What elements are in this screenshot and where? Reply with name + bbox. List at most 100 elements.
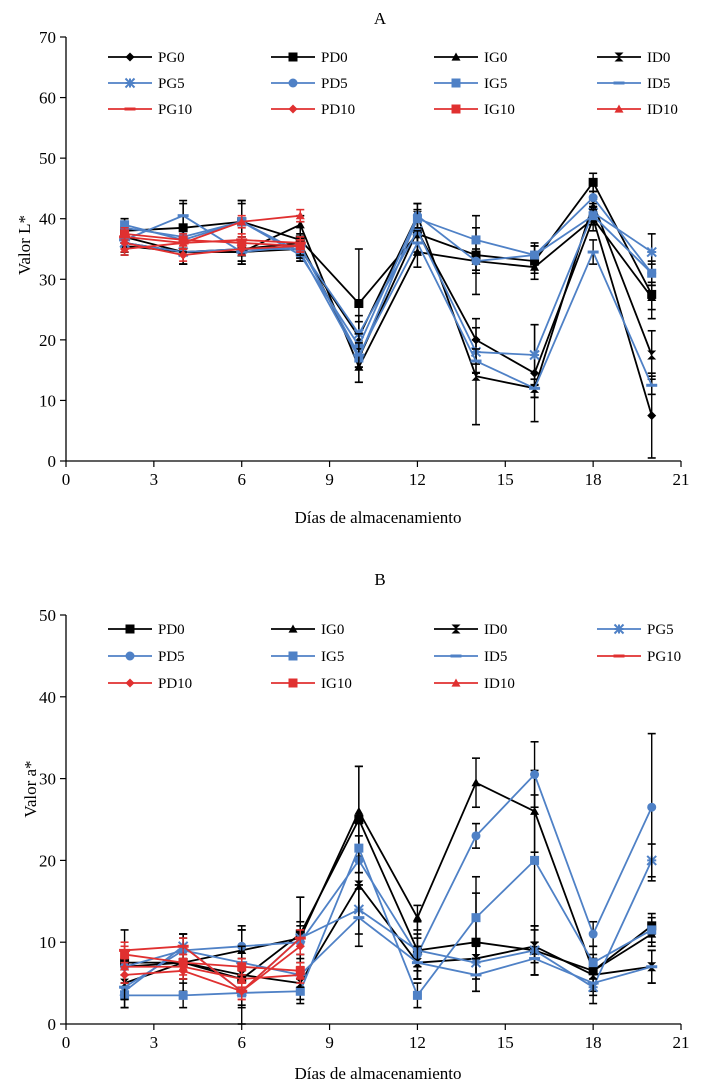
panel-a-series-ID10 bbox=[120, 208, 305, 256]
chart-panel-a: A Valor L* Días de almacenamiento 0 10 20 3… bbox=[15, 9, 690, 527]
panel-a-legend-marker bbox=[613, 81, 625, 85]
panel-a-point-ID10 bbox=[237, 217, 247, 226]
panel-b-point-PD5 bbox=[647, 802, 657, 812]
panel-a-legend-marker bbox=[614, 52, 624, 62]
panel-b-line-PG10 bbox=[124, 937, 301, 993]
panel-b-x-tick-label: 12 bbox=[409, 1033, 426, 1052]
panel-b-legend-marker bbox=[613, 654, 625, 658]
panel-a-legend-marker bbox=[451, 104, 461, 114]
panel-a-point-PD5 bbox=[471, 256, 481, 266]
panel-b-legend-marker bbox=[288, 624, 298, 633]
panel-a-point-PD0 bbox=[588, 177, 598, 187]
panel-a-legend-item-ID5: ID5 bbox=[597, 76, 670, 92]
panel-a-point-ID10 bbox=[120, 244, 130, 253]
panel-a-x-tick-label: 18 bbox=[585, 470, 602, 489]
panel-a-point-PD5 bbox=[588, 193, 598, 203]
panel-b-series-ID10 bbox=[120, 957, 305, 988]
panel-a-x-tick-label: 15 bbox=[497, 470, 514, 489]
panel-a-legend-marker bbox=[124, 107, 136, 111]
panel-a-x-tick-label: 9 bbox=[325, 470, 334, 489]
panel-a-legend-item-IG5: IG5 bbox=[434, 76, 507, 92]
panel-b-y-tick-label: 50 bbox=[39, 606, 56, 625]
panel-a-legend-label: PD5 bbox=[321, 76, 348, 92]
panel-b-legend-item-IG5: IG5 bbox=[271, 649, 344, 665]
panel-b-x-tick-label: 21 bbox=[673, 1033, 690, 1052]
panel-b-point-IG0 bbox=[354, 806, 364, 815]
panel-b-point-PD10 bbox=[237, 986, 247, 996]
panel-b-series-ID5 bbox=[119, 888, 658, 1001]
panel-b-legend-label: ID10 bbox=[484, 676, 515, 692]
panel-b-legend-marker bbox=[288, 678, 298, 688]
panel-b-line-ID5 bbox=[124, 916, 652, 988]
panel-a-label: A bbox=[374, 9, 387, 28]
panel-a-legend-item-PG10: PG10 bbox=[108, 102, 192, 118]
panel-b-x-tick-label: 0 bbox=[62, 1033, 71, 1052]
panel-a-legend-marker bbox=[451, 78, 461, 88]
panel-a-legend-item-IG0: IG0 bbox=[434, 50, 507, 66]
panel-b-legend-marker bbox=[613, 623, 625, 635]
panel-a-series-PG0 bbox=[120, 205, 657, 459]
panel-b-legend-label: PG10 bbox=[647, 649, 681, 665]
panel-a-legend-item-ID0: ID0 bbox=[597, 50, 670, 66]
panel-b-legend-marker bbox=[450, 654, 462, 658]
panel-b-legend-marker bbox=[451, 624, 461, 634]
panel-b-point-ID5 bbox=[587, 981, 599, 985]
panel-b-point-ID10 bbox=[178, 962, 188, 971]
panel-a-x-tick-label: 6 bbox=[237, 470, 246, 489]
panel-a-line-PG0 bbox=[124, 215, 653, 416]
panel-a-legend-item-PG5: PG5 bbox=[108, 76, 185, 92]
panel-b-y-tick-label: 0 bbox=[48, 1015, 57, 1034]
panel-b-legend-item-IG0: IG0 bbox=[271, 622, 344, 638]
panel-a-point-PG0 bbox=[647, 411, 657, 421]
panel-b-y-tick-label: 40 bbox=[39, 688, 56, 707]
panel-b-point-IG5 bbox=[178, 990, 188, 1000]
panel-b-legend-item-IG10: IG10 bbox=[271, 676, 352, 692]
panel-a-point-IG5 bbox=[588, 211, 598, 221]
panel-b-plot bbox=[119, 732, 658, 1025]
panel-b-point-ID5 bbox=[646, 965, 658, 969]
panel-a-line-PD10 bbox=[124, 242, 301, 256]
panel-a-point-ID5 bbox=[646, 383, 658, 387]
panel-a-point-ID5 bbox=[411, 241, 423, 245]
panel-a-legend-label: IG0 bbox=[484, 50, 507, 66]
panel-a-y-tick-label: 40 bbox=[39, 210, 56, 229]
panel-b-line-IG5 bbox=[124, 845, 653, 998]
panel-b-legend-label: PG5 bbox=[647, 622, 674, 638]
panel-a-legend-item-PD10: PD10 bbox=[271, 102, 355, 118]
panel-a-point-ID5 bbox=[353, 353, 365, 357]
panel-b-legend-item-PD10: PD10 bbox=[108, 676, 192, 692]
panel-a-legend-item-ID10: ID10 bbox=[597, 102, 678, 118]
panel-a-legend-item-PG0: PG0 bbox=[108, 50, 185, 66]
panel-b-point-ID10 bbox=[237, 974, 247, 983]
panel-a-point-ID0 bbox=[647, 350, 657, 360]
panel-a-x-tick-label: 0 bbox=[62, 470, 71, 489]
panel-b-legend-label: IG0 bbox=[321, 622, 344, 638]
panel-a-ylabel: Valor L* bbox=[15, 215, 34, 275]
panel-b-series-IG0 bbox=[120, 757, 657, 988]
panel-a-point-IG0 bbox=[530, 262, 540, 271]
panel-b-point-ID10 bbox=[295, 970, 305, 979]
panel-b-point-PD5 bbox=[471, 831, 481, 841]
panel-a-legend-marker bbox=[288, 104, 298, 114]
panel-a-point-ID5 bbox=[470, 359, 482, 363]
panel-a-legend-label: PG10 bbox=[158, 102, 192, 118]
panel-b-xlabel: Días de almacenamiento bbox=[294, 1064, 461, 1083]
panel-b-x-tick-label: 3 bbox=[150, 1033, 159, 1052]
panel-b-legend-label: IG10 bbox=[321, 676, 352, 692]
panel-b-series-PD5 bbox=[120, 732, 657, 984]
panel-a-legend-label: ID0 bbox=[647, 50, 670, 66]
panel-a-point-IG10 bbox=[237, 238, 247, 248]
panel-a-series-PD5 bbox=[120, 184, 657, 359]
panel-b-point-ID5 bbox=[353, 916, 365, 920]
panel-b-axes: 0 10 20 30 40 50 0 3 6 9 12 15 18 21 bbox=[39, 606, 690, 1052]
panel-a-legend-label: PD0 bbox=[321, 50, 348, 66]
panel-a-point-IG0 bbox=[647, 292, 657, 302]
panel-a-y-tick-label: 20 bbox=[39, 331, 56, 350]
panel-b-point-IG5 bbox=[647, 925, 657, 935]
panel-a-point-ID5 bbox=[177, 214, 189, 218]
panel-a-point-PG5 bbox=[529, 349, 540, 361]
panel-b-point-IG10 bbox=[237, 962, 247, 972]
panel-a-line-PD0 bbox=[124, 180, 653, 305]
panel-b-legend-label: ID5 bbox=[484, 649, 507, 665]
